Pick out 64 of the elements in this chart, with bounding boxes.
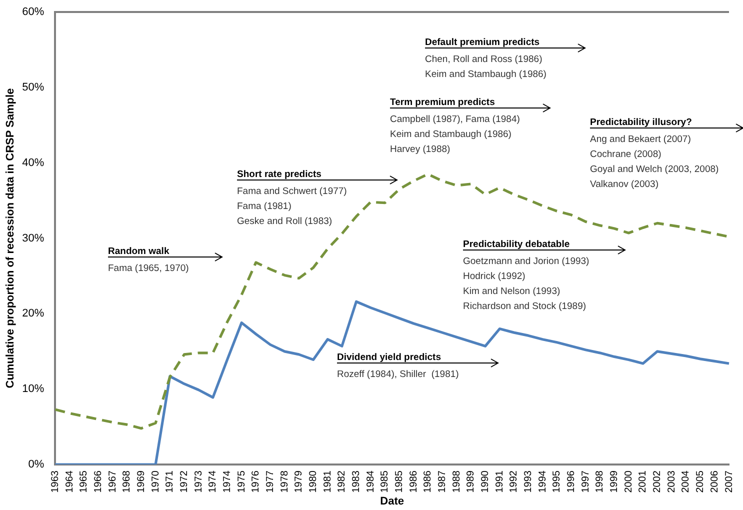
annotation: Dividend yield predicts Rozeff (1984), Shiller (1981) (337, 352, 459, 380)
x-tick-label: 2006 (709, 470, 720, 493)
x-tick-label: 1987 (437, 470, 448, 493)
x-tick-label: 1984 (365, 470, 376, 493)
x-tick-label: 2000 (623, 470, 634, 493)
x-tick-label: 1988 (451, 470, 462, 493)
annotation: Predictability debatable Goetzmann and Jorion (1993) Hodrick (1992) Kim and Nelson (1993) Richardson and Stock (1989) (463, 239, 590, 312)
x-tick-label: 1979 (294, 470, 305, 493)
annotation: Random walk Fama (1965, 1970) (108, 246, 189, 274)
x-tick-label: 1999 (609, 470, 620, 493)
x-tick-label: 1980 (308, 470, 320, 493)
annotation: Predictability illusory? Ang and Bekaert (2007) Cochrane (2008) Goyal and Welch (2003, 2008) Valkanov (2003) (590, 117, 719, 190)
y-tick-label: 30% (22, 232, 44, 244)
x-tick-label: 1971 (164, 470, 176, 493)
y-axis-title: Cumulative proportion of recession data in CRSP Sample (4, 88, 17, 388)
y-tick-label: 60% (22, 6, 44, 18)
y-tick-label: 40% (22, 156, 44, 169)
x-tick-label: 2007 (724, 470, 735, 493)
x-tick-label: 1982 (336, 470, 348, 493)
x-tick-label: 1993 (523, 470, 534, 493)
x-tick-label: 2005 (695, 470, 706, 493)
x-tick-label: 1964 (64, 470, 76, 493)
x-tick-label: 1969 (136, 470, 147, 493)
annotation: Default premium predicts Chen, Roll and Ross (1986) Keim and Stambaugh (1986) (425, 37, 546, 80)
x-tick-label: 1995 (552, 470, 563, 493)
x-tick-label: 1994 (537, 470, 548, 493)
annotation: Term premium predicts Campbell (1987), Fama (1984) Keim and Stambaugh (1986) Harvey (1988) (390, 97, 520, 155)
x-tick-label: 1974 (208, 470, 219, 493)
x-tick-label: 1973 (193, 470, 204, 493)
x-tick-label: 1978 (279, 470, 290, 493)
x-tick-label: 1985 (394, 470, 406, 493)
y-tick-label: 10% (22, 383, 44, 396)
y-tick-label: 50% (22, 81, 44, 94)
x-tick-label: 1986 (408, 470, 420, 493)
x-tick-label: 1996 (566, 470, 578, 493)
x-tick-label: 1992 (508, 470, 520, 493)
x-tick-label: 1981 (322, 470, 334, 493)
x-tick-label: 1963 (50, 470, 61, 493)
x-tick-label: 1991 (494, 470, 506, 493)
x-tick-label: 1974 (222, 470, 233, 493)
y-tick-label: 20% (22, 308, 44, 320)
x-tick-label: 1970 (150, 470, 162, 493)
x-tick-label: 1977 (265, 470, 276, 493)
x-tick-label: 1972 (178, 470, 190, 493)
x-tick-label: 1985 (380, 470, 391, 493)
x-tick-label: 1997 (580, 470, 592, 493)
x-tick-label: 2002 (652, 470, 664, 493)
x-tick-label: 2004 (680, 470, 692, 493)
y-tick-label: 0% (28, 458, 44, 471)
x-tick-label: 1975 (236, 470, 248, 493)
x-tick-label: 1976 (250, 470, 262, 493)
annotation: Short rate predicts Fama and Schwert (1977) Fama (1981) Geske and Roll (1983) (237, 169, 347, 227)
x-tick-label: 1998 (594, 470, 606, 493)
x-tick-label: 2001 (638, 470, 649, 493)
x-tick-label: 1983 (351, 470, 362, 493)
x-tick-label: 1990 (480, 470, 492, 493)
x-tick-label: 1966 (92, 470, 104, 493)
x-tick-label: 1986 (422, 470, 434, 493)
x-tick-label: 2003 (666, 470, 678, 493)
x-tick-label: 1968 (122, 470, 133, 493)
x-tick-label: 1967 (107, 470, 118, 493)
x-tick-label: 1965 (78, 470, 90, 493)
x-axis-title: Date (380, 495, 404, 508)
x-tick-label: 1989 (466, 470, 477, 493)
